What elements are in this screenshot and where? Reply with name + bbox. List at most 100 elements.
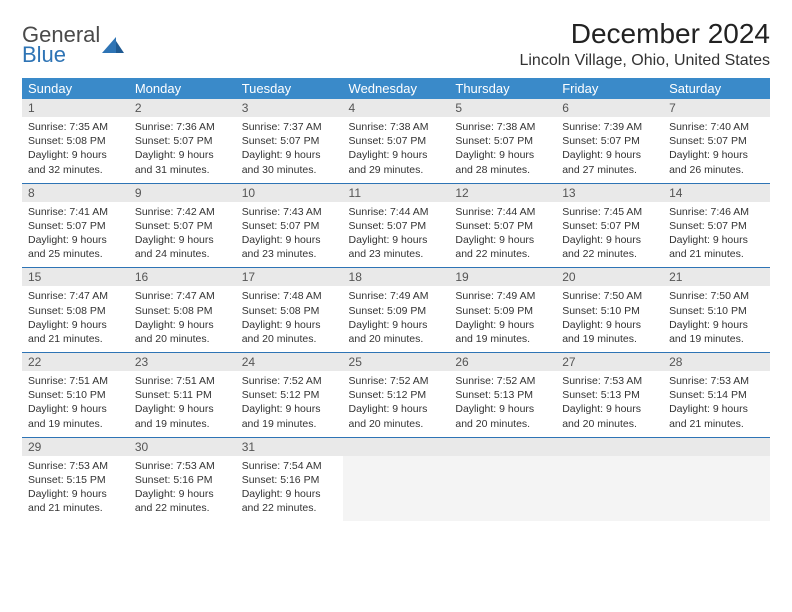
day-content-cell: Sunrise: 7:45 AMSunset: 5:07 PMDaylight:… [556, 202, 663, 268]
daylight-line1: Daylight: 9 hours [28, 402, 123, 416]
sunrise-text: Sunrise: 7:42 AM [135, 205, 230, 219]
dow-saturday: Saturday [663, 78, 770, 99]
daylight-line2: and 26 minutes. [669, 163, 764, 177]
daylight-line2: and 32 minutes. [28, 163, 123, 177]
daylight-line1: Daylight: 9 hours [455, 318, 550, 332]
day-number-cell: 26 [449, 353, 556, 372]
day-number-cell: 23 [129, 353, 236, 372]
daylight-line2: and 30 minutes. [242, 163, 337, 177]
day-number-cell: 25 [343, 353, 450, 372]
day-content-cell: Sunrise: 7:47 AMSunset: 5:08 PMDaylight:… [22, 286, 129, 352]
daylight-line1: Daylight: 9 hours [455, 148, 550, 162]
day-content-cell: Sunrise: 7:54 AMSunset: 5:16 PMDaylight:… [236, 456, 343, 522]
daylight-line1: Daylight: 9 hours [242, 402, 337, 416]
day-number-cell: 7 [663, 99, 770, 117]
daylight-line1: Daylight: 9 hours [562, 233, 657, 247]
sunset-text: Sunset: 5:07 PM [135, 134, 230, 148]
day-content-cell [663, 456, 770, 522]
day-content-cell: Sunrise: 7:35 AMSunset: 5:08 PMDaylight:… [22, 117, 129, 183]
day-content-cell: Sunrise: 7:48 AMSunset: 5:08 PMDaylight:… [236, 286, 343, 352]
daylight-line1: Daylight: 9 hours [349, 148, 444, 162]
sunset-text: Sunset: 5:11 PM [135, 388, 230, 402]
daylight-line2: and 19 minutes. [562, 332, 657, 346]
sunset-text: Sunset: 5:08 PM [135, 304, 230, 318]
sunset-text: Sunset: 5:07 PM [242, 134, 337, 148]
content-row: Sunrise: 7:35 AMSunset: 5:08 PMDaylight:… [22, 117, 770, 183]
day-content-cell: Sunrise: 7:38 AMSunset: 5:07 PMDaylight:… [343, 117, 450, 183]
daylight-line2: and 22 minutes. [455, 247, 550, 261]
day-number-cell: 12 [449, 183, 556, 202]
daylight-line2: and 23 minutes. [242, 247, 337, 261]
sunset-text: Sunset: 5:07 PM [455, 134, 550, 148]
daylight-line1: Daylight: 9 hours [135, 402, 230, 416]
day-number-cell: 1 [22, 99, 129, 117]
logo-text: General Blue [22, 24, 100, 66]
day-content-cell: Sunrise: 7:39 AMSunset: 5:07 PMDaylight:… [556, 117, 663, 183]
daylight-line2: and 22 minutes. [562, 247, 657, 261]
day-content-cell: Sunrise: 7:50 AMSunset: 5:10 PMDaylight:… [556, 286, 663, 352]
daylight-line1: Daylight: 9 hours [135, 487, 230, 501]
daylight-line1: Daylight: 9 hours [242, 318, 337, 332]
title-block: December 2024 Lincoln Village, Ohio, Uni… [519, 18, 770, 70]
daylight-line1: Daylight: 9 hours [669, 233, 764, 247]
day-content-cell: Sunrise: 7:42 AMSunset: 5:07 PMDaylight:… [129, 202, 236, 268]
sunrise-text: Sunrise: 7:46 AM [669, 205, 764, 219]
sunset-text: Sunset: 5:14 PM [669, 388, 764, 402]
day-number-cell: 18 [343, 268, 450, 287]
sunrise-text: Sunrise: 7:54 AM [242, 459, 337, 473]
day-content-cell: Sunrise: 7:53 AMSunset: 5:14 PMDaylight:… [663, 371, 770, 437]
daylight-line2: and 24 minutes. [135, 247, 230, 261]
sunset-text: Sunset: 5:07 PM [242, 219, 337, 233]
sunset-text: Sunset: 5:07 PM [669, 134, 764, 148]
day-number-cell: 3 [236, 99, 343, 117]
day-number-cell: 6 [556, 99, 663, 117]
day-number-cell: 16 [129, 268, 236, 287]
daynum-row: 1234567 [22, 99, 770, 117]
sunset-text: Sunset: 5:13 PM [455, 388, 550, 402]
daylight-line1: Daylight: 9 hours [455, 233, 550, 247]
daynum-row: 22232425262728 [22, 353, 770, 372]
dow-monday: Monday [129, 78, 236, 99]
daynum-row: 293031 [22, 437, 770, 456]
day-number-cell: 11 [343, 183, 450, 202]
day-number-cell: 21 [663, 268, 770, 287]
daylight-line2: and 19 minutes. [669, 332, 764, 346]
day-content-cell: Sunrise: 7:43 AMSunset: 5:07 PMDaylight:… [236, 202, 343, 268]
day-content-cell: Sunrise: 7:52 AMSunset: 5:13 PMDaylight:… [449, 371, 556, 437]
daylight-line1: Daylight: 9 hours [562, 402, 657, 416]
dow-wednesday: Wednesday [343, 78, 450, 99]
day-content-cell: Sunrise: 7:47 AMSunset: 5:08 PMDaylight:… [129, 286, 236, 352]
day-content-cell: Sunrise: 7:52 AMSunset: 5:12 PMDaylight:… [343, 371, 450, 437]
day-content-cell: Sunrise: 7:46 AMSunset: 5:07 PMDaylight:… [663, 202, 770, 268]
daylight-line2: and 29 minutes. [349, 163, 444, 177]
sunset-text: Sunset: 5:13 PM [562, 388, 657, 402]
day-number-cell: 14 [663, 183, 770, 202]
daylight-line2: and 23 minutes. [349, 247, 444, 261]
daylight-line1: Daylight: 9 hours [28, 148, 123, 162]
daynum-row: 891011121314 [22, 183, 770, 202]
day-number-cell: 28 [663, 353, 770, 372]
sunrise-text: Sunrise: 7:53 AM [562, 374, 657, 388]
sunset-text: Sunset: 5:10 PM [28, 388, 123, 402]
sunrise-text: Sunrise: 7:49 AM [455, 289, 550, 303]
sunrise-text: Sunrise: 7:53 AM [669, 374, 764, 388]
day-content-cell [449, 456, 556, 522]
daylight-line2: and 31 minutes. [135, 163, 230, 177]
day-number-cell [343, 437, 450, 456]
sunrise-text: Sunrise: 7:38 AM [349, 120, 444, 134]
sunrise-text: Sunrise: 7:51 AM [28, 374, 123, 388]
day-number-cell: 22 [22, 353, 129, 372]
content-row: Sunrise: 7:53 AMSunset: 5:15 PMDaylight:… [22, 456, 770, 522]
daylight-line2: and 19 minutes. [242, 417, 337, 431]
day-content-cell: Sunrise: 7:38 AMSunset: 5:07 PMDaylight:… [449, 117, 556, 183]
daylight-line2: and 22 minutes. [242, 501, 337, 515]
day-number-cell: 2 [129, 99, 236, 117]
daylight-line1: Daylight: 9 hours [242, 233, 337, 247]
sunrise-text: Sunrise: 7:52 AM [455, 374, 550, 388]
day-number-cell: 29 [22, 437, 129, 456]
day-number-cell: 20 [556, 268, 663, 287]
sunset-text: Sunset: 5:07 PM [455, 219, 550, 233]
daylight-line2: and 20 minutes. [455, 417, 550, 431]
daylight-line1: Daylight: 9 hours [135, 318, 230, 332]
sunrise-text: Sunrise: 7:52 AM [349, 374, 444, 388]
